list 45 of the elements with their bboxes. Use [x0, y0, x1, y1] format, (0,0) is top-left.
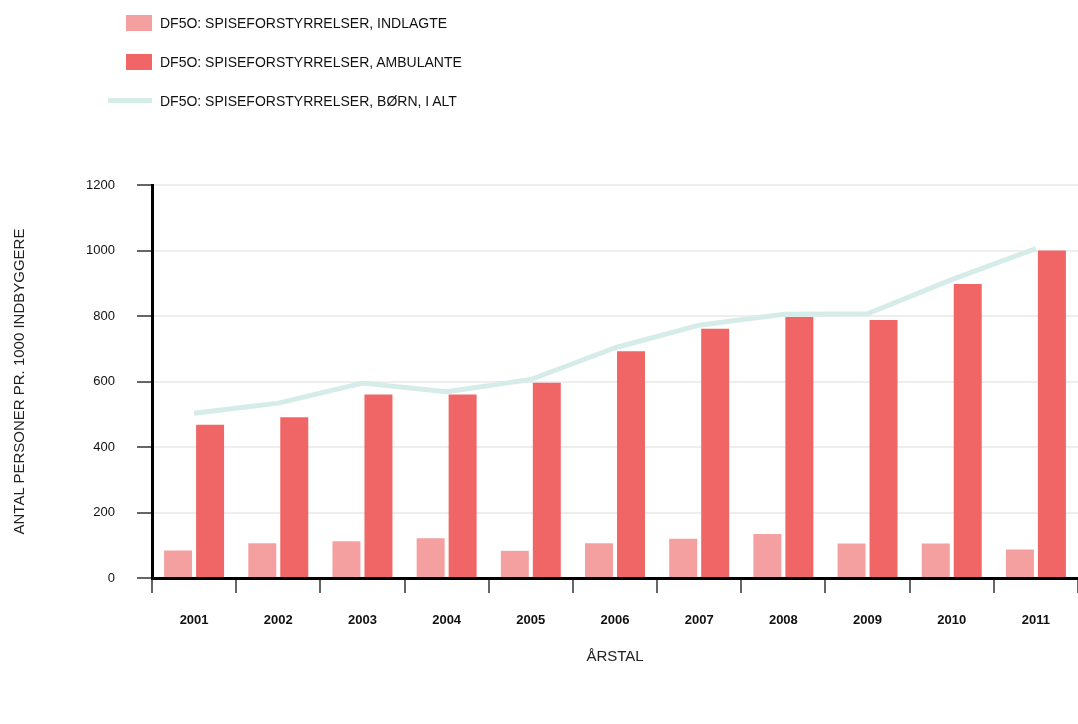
- y-tick-label: 0: [107, 569, 115, 585]
- bar: [701, 328, 730, 577]
- y-axis-title: ANTAL PERSONER PR. 1000 INDBYGGERE: [10, 228, 28, 535]
- bar: [332, 541, 361, 577]
- bar: [1005, 549, 1034, 577]
- bar: [953, 283, 982, 577]
- bar: [921, 543, 950, 577]
- x-tick-label: 2008: [768, 612, 798, 628]
- y-tick-label: 400: [93, 438, 115, 454]
- bar: [869, 319, 898, 577]
- y-tick-label: 1000: [86, 242, 115, 258]
- x-tick-label: 2002: [263, 612, 293, 628]
- legend-label: DF5O: SPISEFORSTYRRELSER, BØRN, I ALT: [160, 92, 457, 109]
- x-tick-label: 2001: [179, 612, 209, 628]
- y-tick-label: 1200: [86, 176, 115, 192]
- bar: [164, 550, 193, 577]
- x-tick-label: 2010: [937, 612, 967, 628]
- x-tick-label: 2009: [853, 612, 883, 628]
- x-tick-label: 2006: [600, 612, 630, 628]
- bar: [585, 543, 613, 577]
- x-tick-label: 2003: [347, 612, 377, 628]
- x-axis-title: ÅRSTAL: [586, 647, 644, 665]
- bar: [617, 351, 645, 577]
- bar: [785, 316, 814, 577]
- bar: [248, 543, 277, 577]
- legend-label: DF5O: SPISEFORSTYRRELSER, AMBULANTE: [160, 53, 462, 70]
- bar: [669, 538, 698, 577]
- y-tick-label: 200: [93, 504, 115, 520]
- bar: [448, 394, 477, 577]
- bar: [280, 417, 309, 577]
- x-tick-label: 2004: [432, 612, 462, 628]
- bar: [500, 550, 529, 577]
- y-tick-label: 600: [93, 373, 115, 389]
- x-tick-label: 2007: [684, 612, 714, 628]
- bar: [753, 534, 782, 577]
- bar: [1037, 250, 1066, 577]
- bar: [837, 543, 866, 577]
- legend-label: DF5O: SPISEFORSTYRRELSER, INDLAGTE: [160, 14, 448, 31]
- bar: [196, 424, 225, 577]
- x-tick-label: 2005: [516, 612, 546, 628]
- x-tick-label: 2011: [1021, 612, 1051, 628]
- y-tick-label: 800: [93, 307, 115, 323]
- bar: [416, 538, 445, 577]
- bar: [364, 394, 393, 577]
- bar: [532, 382, 561, 577]
